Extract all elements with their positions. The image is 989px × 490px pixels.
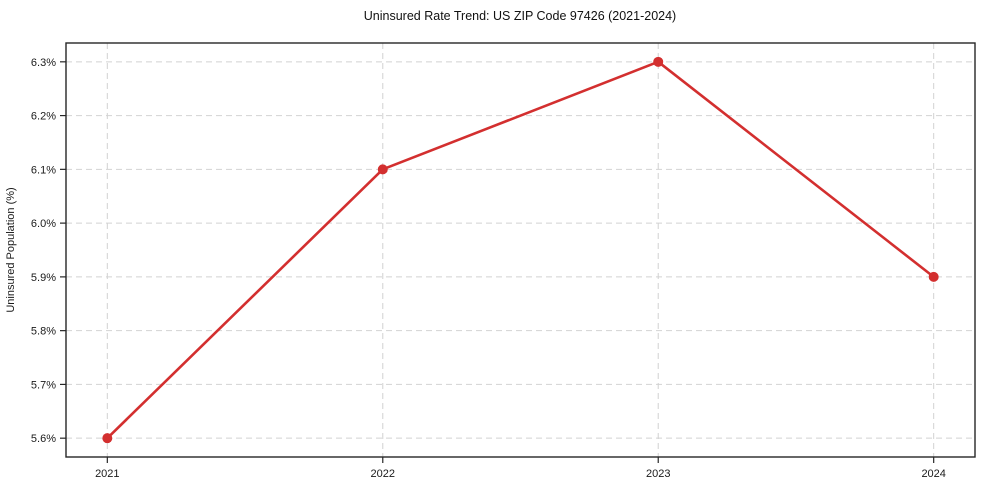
chart-title: Uninsured Rate Trend: US ZIP Code 97426 … [364,9,676,23]
x-tick-label: 2023 [646,468,670,480]
plot-area: 5.6% 5.7% 5.8% 5.9% 6.0% 6.1% 6.2% 6.3% 2021 2022… [31,42,976,480]
y-tick-label: 5.9% [31,272,56,284]
y-axis-label: Uninsured Population (%) [5,187,17,312]
plot-border [65,42,976,458]
y-tick-label: 6.3% [31,57,56,69]
y-tick-label: 6.0% [31,218,56,230]
data-point [653,56,664,67]
x-tick-label: 2024 [921,468,945,480]
data-point [102,433,113,444]
y-tick-label: 5.7% [31,379,56,391]
x-tick-label: 2022 [371,468,395,480]
data-point [928,271,939,282]
y-tick-label: 6.1% [31,164,56,176]
x-tick-label: 2021 [95,468,119,480]
y-tick-label: 5.8% [31,326,56,338]
data-point [377,164,388,175]
y-tick-label: 6.2% [31,111,56,123]
trend-line [106,60,935,440]
y-tick-label: 5.6% [31,433,56,445]
